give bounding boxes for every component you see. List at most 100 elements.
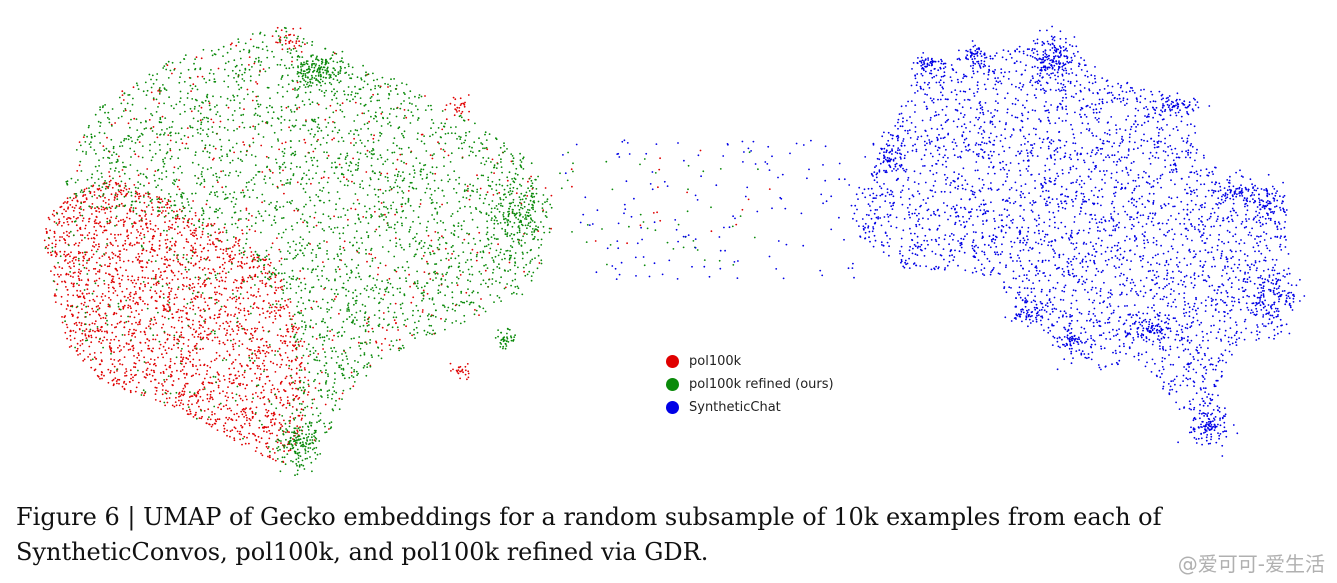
scatter-point: [403, 109, 406, 111]
scatter-point: [181, 320, 183, 323]
scatter-point: [332, 231, 335, 234]
scatter-point: [141, 260, 144, 262]
scatter-point: [345, 156, 347, 159]
scatter-point: [208, 217, 211, 220]
scatter-point: [190, 207, 193, 210]
scatter-point: [111, 154, 113, 157]
scatter-point: [166, 143, 169, 146]
scatter-point: [119, 299, 122, 302]
scatter-point: [333, 346, 336, 349]
scatter-point: [248, 348, 251, 351]
scatter-point: [69, 204, 72, 206]
scatter-point: [381, 280, 383, 283]
scatter-point: [162, 384, 164, 387]
scatter-point: [165, 176, 168, 178]
scatter-point: [193, 229, 196, 232]
scatter-point: [294, 333, 297, 336]
scatter-point: [421, 257, 423, 260]
scatter-point: [261, 193, 264, 196]
scatter-point: [253, 294, 255, 297]
scatter-point: [226, 299, 229, 301]
scatter-point: [462, 251, 465, 254]
scatter-point: [252, 361, 255, 364]
scatter-point: [239, 158, 242, 161]
scatter-point: [485, 160, 488, 163]
scatter-point: [450, 152, 453, 155]
scatter-point: [514, 272, 517, 275]
scatter-point: [261, 362, 264, 365]
scatter-point: [239, 397, 242, 400]
scatter-point: [459, 136, 462, 139]
scatter-point: [81, 239, 83, 242]
scatter-point: [239, 430, 242, 433]
scatter-point: [403, 177, 406, 180]
scatter-point: [158, 240, 161, 242]
scatter-point: [241, 78, 244, 80]
scatter-point: [298, 140, 301, 142]
scatter-point: [316, 159, 319, 162]
scatter-point: [209, 366, 212, 369]
scatter-point: [128, 94, 131, 96]
scatter-point: [193, 252, 196, 255]
scatter-point: [117, 378, 119, 381]
scatter-point: [399, 244, 402, 246]
scatter-point: [112, 253, 115, 255]
scatter-point: [105, 229, 108, 232]
scatter-point: [135, 292, 137, 295]
scatter-point: [65, 272, 68, 275]
scatter-point: [368, 184, 371, 187]
scatter-point: [226, 408, 229, 410]
scatter-point: [395, 339, 398, 342]
scatter-point: [400, 205, 403, 208]
scatter-point: [280, 363, 283, 366]
scatter-point: [79, 214, 82, 217]
scatter-point: [257, 290, 260, 293]
scatter-point: [93, 135, 96, 138]
scatter-point: [203, 410, 206, 412]
scatter-point: [237, 240, 240, 242]
scatter-point: [254, 450, 257, 452]
scatter-point: [330, 288, 333, 291]
scatter-point: [304, 287, 307, 290]
scatter-point: [164, 258, 167, 261]
scatter-point: [144, 341, 147, 344]
scatter-point: [168, 220, 171, 222]
scatter-point: [428, 324, 431, 327]
scatter-point: [327, 122, 330, 124]
scatter-point: [386, 207, 389, 210]
scatter-point: [180, 350, 183, 352]
scatter-point: [381, 215, 383, 217]
scatter-point: [260, 61, 263, 63]
scatter-point: [114, 194, 117, 196]
scatter-point: [540, 221, 542, 223]
scatter-point: [283, 152, 286, 155]
scatter-point: [139, 342, 142, 344]
scatter-point: [299, 386, 301, 389]
scatter-point: [295, 346, 298, 349]
scatter-point: [95, 261, 98, 264]
scatter-point: [485, 139, 488, 142]
scatter-point: [313, 136, 315, 138]
scatter-point: [354, 85, 356, 88]
scatter-point: [108, 183, 111, 186]
scatter-point: [113, 281, 115, 284]
scatter-point: [139, 215, 142, 217]
scatter-point: [271, 432, 274, 435]
scatter-point: [367, 234, 370, 237]
scatter-point: [339, 258, 341, 261]
scatter-point: [122, 305, 124, 308]
scatter-point: [378, 208, 381, 211]
scatter-point: [522, 253, 524, 255]
scatter-point: [318, 382, 321, 385]
scatter-point: [166, 64, 169, 67]
scatter-point: [194, 212, 197, 214]
scatter-point: [53, 221, 56, 223]
scatter-point: [386, 286, 388, 289]
scatter-point: [200, 57, 203, 60]
scatter-point: [93, 323, 96, 325]
scatter-point: [359, 103, 362, 105]
scatter-point: [323, 91, 326, 94]
scatter-point: [193, 286, 196, 289]
scatter-point: [639, 224, 642, 227]
scatter-point: [427, 183, 430, 185]
